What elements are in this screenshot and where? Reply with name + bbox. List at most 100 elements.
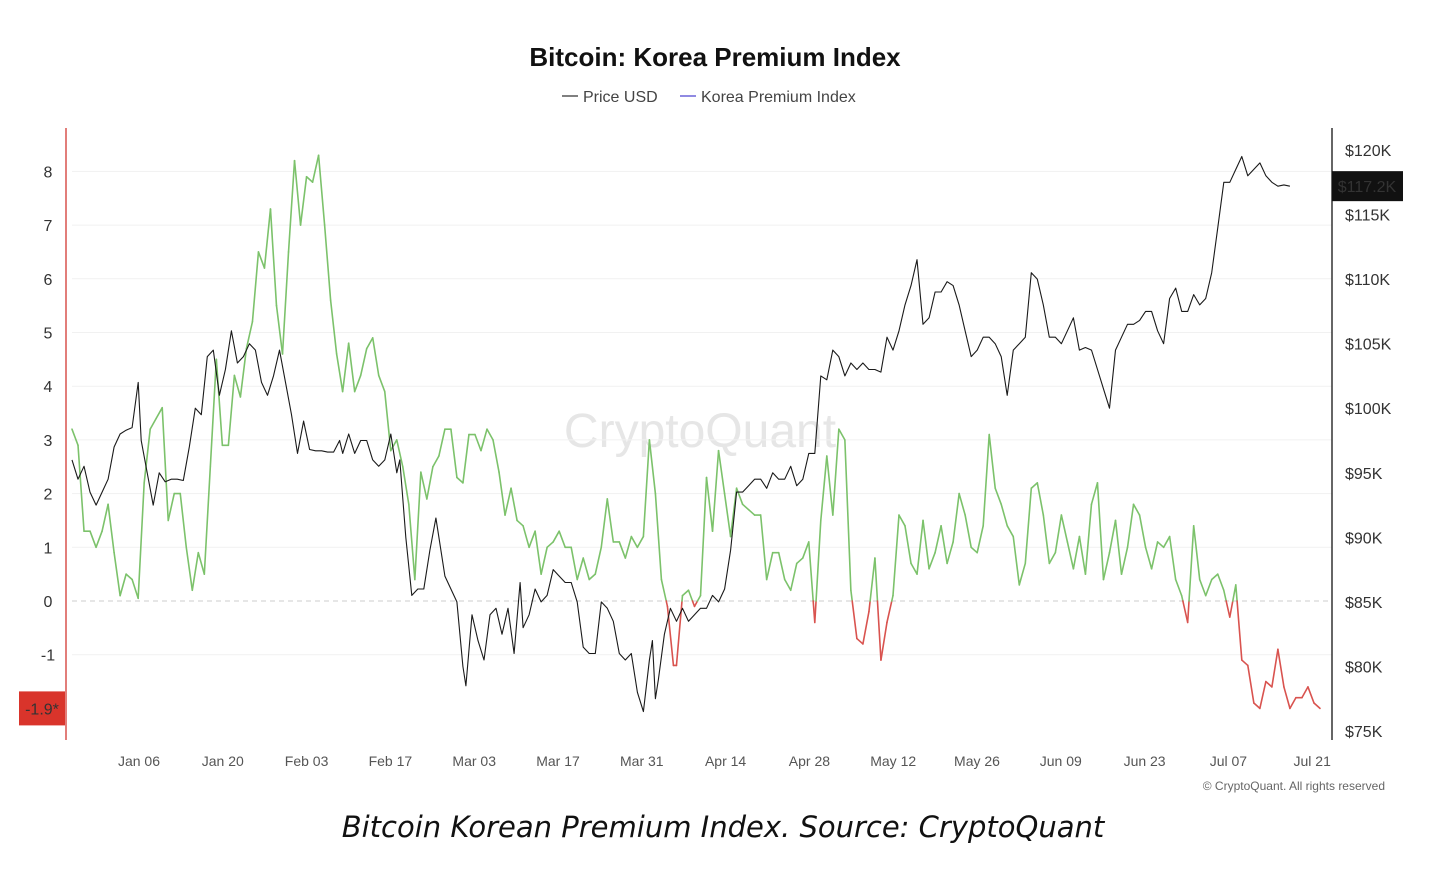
premium-segment (717, 449, 726, 495)
premium-segment (131, 578, 139, 600)
gridlines (72, 170, 1332, 656)
left-tick-label: 7 (44, 218, 53, 235)
premium-segment (1018, 562, 1027, 586)
premium-segment (1313, 702, 1321, 710)
premium-segment (876, 600, 882, 661)
premium-segment (1204, 578, 1213, 597)
premium-segment (1144, 546, 1153, 570)
x-tick-label: Jan 20 (202, 753, 244, 769)
premium-segment (1277, 648, 1285, 688)
right-tick-label: $75K (1345, 724, 1383, 741)
premium-segment (1132, 503, 1141, 516)
x-tick-label: May 26 (954, 753, 1000, 769)
premium-segment (377, 374, 386, 393)
right-badge-value: $117.2K (1338, 179, 1397, 196)
x-tick-label: Apr 14 (705, 753, 746, 769)
premium-segment (245, 320, 254, 350)
premium-segment (1225, 600, 1231, 618)
premium-segment (95, 530, 103, 549)
premium-segment (1030, 482, 1039, 490)
right-tick-label: $95K (1345, 466, 1383, 483)
premium-segment (693, 600, 699, 608)
premium-segment (735, 487, 744, 506)
premium-segment (323, 224, 332, 302)
premium-segment (801, 541, 810, 559)
x-tick-label: Jan 06 (118, 753, 160, 769)
right-current-badge: $117.2K (1332, 171, 1403, 202)
legend-label-price[interactable]: Price USD (583, 89, 658, 106)
premium-segment (1234, 584, 1238, 602)
x-tick-label: Jul 07 (1210, 753, 1248, 769)
left-axis-ticks: 8 7 6 5 4 3 2 1 0 -1 (41, 164, 55, 664)
premium-segment (819, 455, 828, 522)
premium-segment (341, 342, 350, 393)
premium-segment (251, 251, 260, 323)
x-tick-label: Mar 17 (536, 753, 580, 769)
premium-segment (660, 578, 668, 602)
premium-segment (789, 562, 798, 592)
premium-segment (1236, 600, 1243, 661)
left-tick-label: 6 (44, 272, 53, 289)
premium-segment (492, 439, 500, 473)
premium-segment (765, 551, 774, 581)
premium-segment (795, 557, 804, 565)
premium-segment (1090, 482, 1099, 506)
premium-segment (1006, 525, 1015, 538)
x-tick-label: Mar 31 (620, 753, 664, 769)
premium-segment (161, 406, 170, 522)
premium-segment (630, 535, 639, 549)
premium-segment (696, 594, 702, 602)
right-tick-label: $80K (1345, 659, 1383, 676)
premium-segment (257, 251, 266, 269)
premium-segment (687, 589, 694, 602)
premium-segment (862, 610, 870, 645)
premium-segment (759, 514, 768, 581)
premium-segment (681, 589, 690, 597)
premium-segment (807, 541, 814, 602)
premium-segment (1000, 503, 1009, 527)
right-tick-label: $90K (1345, 530, 1383, 547)
premium-segment (892, 514, 900, 597)
premium-segment (498, 471, 506, 516)
premium-segment (317, 154, 326, 226)
premium-segment (1138, 514, 1147, 549)
premium-segment (1289, 696, 1297, 710)
premium-segment (1192, 525, 1201, 581)
right-tick-label: $120K (1345, 143, 1392, 160)
premium-segment (305, 175, 314, 183)
premium-segment (1241, 659, 1249, 667)
premium-segment (522, 525, 530, 549)
premium-segment (588, 573, 597, 581)
premium-segment (371, 337, 380, 377)
premium-segment (970, 546, 978, 554)
premium-segment (89, 530, 97, 549)
x-tick-label: Feb 17 (369, 753, 413, 769)
premium-segment (401, 465, 410, 506)
premium-segment (741, 503, 750, 511)
premium-segment (711, 449, 720, 532)
right-tick-label: $85K (1345, 595, 1383, 612)
price-line (71, 155, 1291, 713)
chart: Bitcoin: Korea Premium Index Price USD K… (19, 42, 1403, 793)
premium-segment (149, 417, 158, 430)
left-tick-label: -1 (41, 648, 55, 665)
premium-segment (432, 455, 440, 468)
premium-segment (705, 476, 714, 532)
premium-segment (1150, 541, 1159, 570)
premium-segment (976, 525, 984, 554)
legend: Price USD Korea Premium Index (562, 89, 856, 106)
premium-segment (1247, 664, 1255, 704)
legend-label-premium[interactable]: Korea Premium Index (701, 89, 856, 106)
right-tick-label: $100K (1345, 401, 1392, 418)
premium-segment (528, 530, 536, 549)
premium-segment (868, 600, 871, 613)
premium-segment (474, 433, 482, 452)
right-axis-ticks: $120K $115K $110K $105K $100K $95K $90K $85K $80… (1345, 143, 1392, 741)
premium-segment (383, 390, 392, 452)
premium-segment (576, 557, 585, 581)
left-tick-label: 4 (44, 379, 53, 396)
premium-segment (179, 492, 188, 549)
right-tick-label: $115K (1345, 208, 1390, 225)
x-tick-label: Jun 09 (1040, 753, 1082, 769)
premium-segment (486, 428, 494, 441)
